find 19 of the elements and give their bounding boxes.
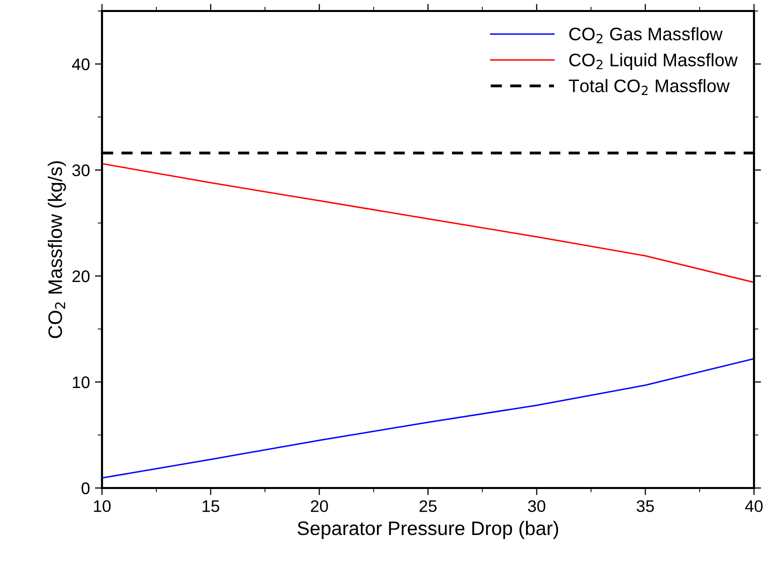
x-axis-title: Separator Pressure Drop (bar): [298, 520, 558, 540]
x-tick-label: 35: [636, 500, 654, 512]
x-tick-label: 40: [745, 500, 763, 512]
x-tick-label: 15: [202, 500, 220, 512]
line-series: [102, 358, 754, 479]
x-tick-label: 25: [420, 500, 437, 512]
legend-label: CO$_{2}$ Gas Massflow: [569, 27, 723, 44]
legend-label: Total CO$_{2}$ Massflow: [568, 79, 730, 96]
y-tick-label: 10: [72, 376, 90, 388]
x-tick-label: 20: [310, 500, 328, 512]
y-tick-label: 0: [82, 482, 90, 494]
line-series: [102, 162, 754, 284]
legend-label: CO$_{2}$ Liquid Massflow: [569, 53, 738, 70]
x-tick-label: 30: [528, 500, 546, 512]
y-tick-label: 30: [72, 164, 90, 176]
y-tick-label: 40: [72, 58, 90, 70]
y-tick-label: 20: [72, 270, 90, 282]
x-tick-label: 10: [94, 500, 111, 512]
y-axis-title: CO$_{2}$ Massflow (kg/s): [48, 161, 66, 338]
